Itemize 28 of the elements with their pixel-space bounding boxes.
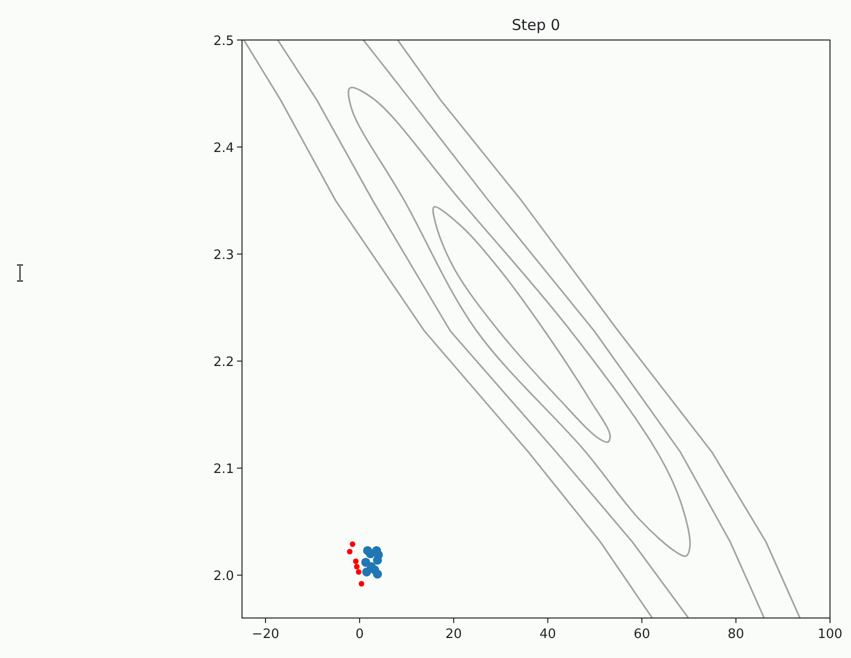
y-tick-label: 2.5: [213, 34, 234, 49]
point: [354, 564, 360, 570]
x-tick-label: 0: [355, 627, 364, 642]
x-tick-label: 40: [539, 627, 556, 642]
point: [372, 570, 382, 579]
point: [350, 541, 356, 547]
chart-title: Step 0: [512, 16, 560, 34]
x-tick-label: 60: [634, 627, 650, 642]
line-series: [396, 40, 801, 618]
y-tick-label: 2.4: [213, 141, 234, 156]
point: [358, 580, 364, 587]
y-tick-label: 2.3: [213, 248, 234, 264]
point: [366, 549, 375, 558]
x-tick-label: 80: [728, 627, 744, 642]
point: [356, 569, 362, 575]
point: [361, 558, 370, 567]
x-tick-label: 100: [818, 627, 842, 642]
x-tick-label: 20: [445, 627, 462, 642]
x-tick-label: −20: [252, 627, 280, 642]
point: [346, 548, 353, 554]
point: [353, 558, 359, 564]
line-series: [276, 40, 690, 618]
y-tick-label: 2.1: [213, 462, 234, 478]
line-series: [243, 40, 653, 618]
line-series: [362, 40, 765, 618]
y-tick-label: 2.0: [213, 569, 234, 584]
y-tick-label: 2.2: [213, 355, 234, 370]
point: [372, 556, 382, 565]
